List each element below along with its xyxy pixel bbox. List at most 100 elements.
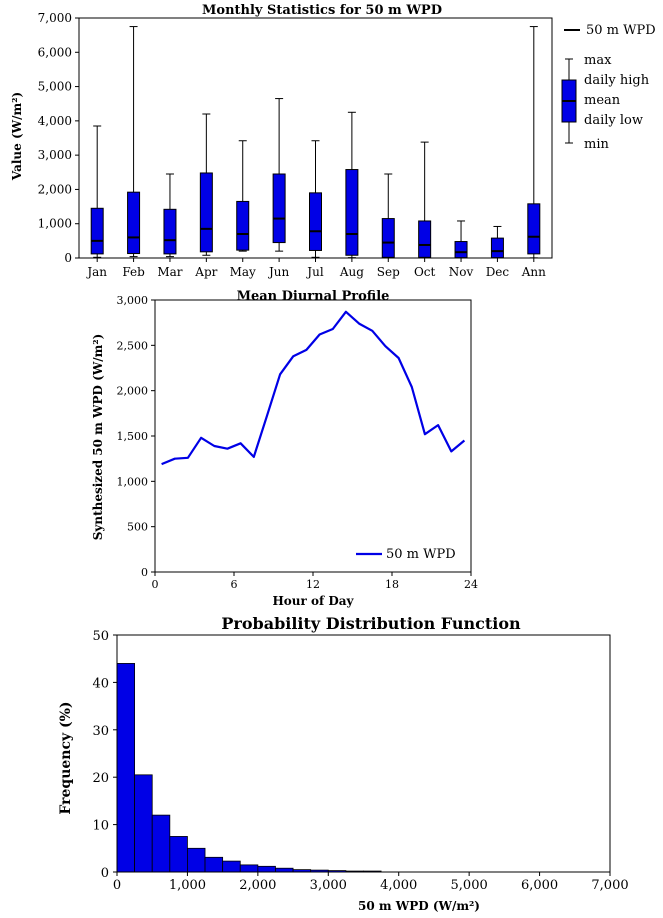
- y-axis-ticks: 0 10 20 30 40 50: [92, 629, 117, 881]
- y-tick-label: 3,000: [117, 294, 149, 307]
- box: [199, 172, 213, 253]
- plot-frame: [116, 634, 611, 873]
- probability-distribution-chart: Probability Distribution Function Freque…: [58, 614, 629, 913]
- box: [90, 207, 104, 255]
- x-tick-label: 0: [113, 878, 121, 893]
- y-tick-label: 20: [92, 771, 109, 786]
- histogram-bar: [275, 867, 294, 873]
- series-line: [161, 310, 466, 466]
- x-tick-label: 24: [464, 578, 478, 591]
- y-tick-label: 0: [141, 566, 148, 579]
- x-axis-label: Hour of Day: [272, 594, 354, 608]
- legend-series-label: 50 m WPD: [586, 23, 656, 38]
- histogram-bar: [239, 864, 259, 873]
- box: [236, 200, 250, 251]
- legend-series-label: 50 m WPD: [386, 547, 456, 562]
- box: [345, 169, 359, 256]
- y-tick-label: 2,000: [38, 182, 72, 196]
- x-tick-label: 3,000: [310, 878, 347, 893]
- x-tick-label: 12: [306, 578, 320, 591]
- y-tick-label: 2,500: [117, 339, 149, 352]
- y-axis-ticks: 0 500 1,000 1,500 2,000 2,500 3,000: [117, 294, 155, 579]
- x-tick-label: Dec: [486, 265, 510, 279]
- histogram-bar: [116, 663, 136, 873]
- y-tick-label: 7,000: [38, 11, 72, 25]
- y-tick-label: 3,000: [38, 148, 72, 162]
- x-axis-ticks: Jan Feb Mar Apr May Jun Jul Aug Sep Oct Nov Dec Ann: [85, 258, 546, 279]
- y-tick-label: 5,000: [38, 80, 72, 94]
- box: [381, 218, 395, 258]
- box: [454, 241, 468, 259]
- box: [127, 191, 141, 255]
- legend-daily-high-label: daily high: [584, 73, 650, 88]
- chart-title: Probability Distribution Function: [221, 614, 521, 633]
- box: [490, 237, 504, 259]
- x-tick-label: Sep: [377, 265, 400, 279]
- y-tick-label: 6,000: [38, 45, 72, 59]
- x-axis-ticks: 0 6 12 18 24: [152, 572, 478, 591]
- legend-min-label: min: [584, 137, 609, 152]
- x-tick-label: May: [230, 265, 256, 279]
- legend-max-label: max: [584, 53, 612, 68]
- y-tick-label: 1,000: [117, 475, 149, 488]
- x-tick-label: 4,000: [380, 878, 417, 893]
- x-tick-label: Feb: [122, 265, 145, 279]
- legend-mean-label: mean: [584, 93, 621, 108]
- y-tick-label: 1,500: [117, 430, 149, 443]
- x-tick-label: Aug: [339, 265, 364, 279]
- y-tick-label: 4,000: [38, 114, 72, 128]
- y-axis-label: Synthesized 50 m WPD (W/m²): [91, 334, 105, 541]
- y-axis-label: Value (W/m²): [10, 92, 24, 181]
- histogram-bar: [222, 860, 241, 873]
- x-tick-label: Jul: [305, 265, 324, 279]
- x-tick-label: Jan: [85, 265, 107, 279]
- y-tick-label: 1,000: [38, 217, 72, 231]
- y-axis-ticks: 0 1,000 2,000 3,000 4,000 5,000 6,000 7,000: [38, 11, 79, 265]
- diurnal-profile-chart: Mean Diurnal Profile Synthesized 50 m WP…: [91, 289, 478, 608]
- histogram-bar: [151, 814, 171, 873]
- box: [527, 203, 541, 255]
- y-tick-label: 50: [92, 629, 109, 644]
- x-tick-label: Jun: [267, 265, 290, 279]
- y-tick-label: 2,000: [117, 385, 149, 398]
- legend-daily-low-label: daily low: [584, 113, 643, 128]
- x-tick-label: 0: [152, 578, 159, 591]
- legend: 50 m WPD max daily high mean daily low m…: [561, 23, 656, 152]
- histogram-bars: [116, 663, 382, 873]
- histogram-bar: [257, 865, 276, 873]
- y-tick-label: 0: [101, 866, 109, 881]
- y-axis-label: Frequency (%): [58, 701, 74, 814]
- box: [272, 173, 286, 244]
- x-tick-label: 18: [385, 578, 399, 591]
- y-tick-label: 10: [92, 819, 109, 834]
- y-tick-label: 40: [92, 676, 109, 691]
- histogram-bar: [187, 847, 206, 873]
- x-tick-label: Apr: [194, 265, 217, 279]
- box: [418, 220, 432, 258]
- x-axis-ticks: 0 1,000 2,000 3,000 4,000 5,000 6,000 7,000: [113, 872, 629, 893]
- box: [309, 192, 322, 251]
- x-tick-label: 7,000: [591, 878, 628, 893]
- box: [163, 208, 177, 255]
- y-tick-label: 0: [64, 251, 72, 265]
- x-tick-label: 1,000: [169, 878, 206, 893]
- histogram-bar: [169, 836, 188, 873]
- histogram-bar: [204, 856, 224, 873]
- monthly-statistics-chart: Monthly Statistics for 50 m WPD Value (W…: [10, 3, 656, 279]
- x-tick-label: 6: [231, 578, 238, 591]
- histogram-bar: [134, 774, 153, 873]
- y-tick-label: 30: [92, 724, 109, 739]
- x-tick-label: Oct: [414, 265, 436, 279]
- x-axis-label: 50 m WPD (W/m²): [358, 899, 480, 913]
- y-tick-label: 500: [127, 521, 148, 534]
- x-tick-label: Mar: [157, 265, 182, 279]
- legend: 50 m WPD: [356, 547, 456, 562]
- box-series: [90, 26, 541, 259]
- chart-title: Mean Diurnal Profile: [237, 289, 390, 304]
- x-tick-label: 5,000: [451, 878, 488, 893]
- x-tick-label: 6,000: [521, 878, 558, 893]
- chart-title: Monthly Statistics for 50 m WPD: [202, 3, 442, 18]
- x-tick-label: Ann: [521, 265, 546, 279]
- x-tick-label: Nov: [449, 265, 474, 279]
